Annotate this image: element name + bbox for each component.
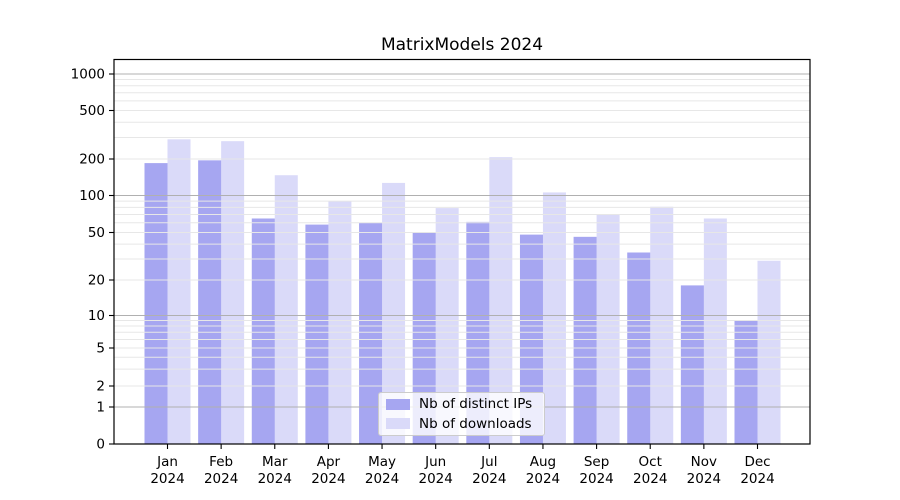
- x-tick-label-year: 2024: [526, 471, 560, 487]
- bar-ips-3: [305, 224, 329, 444]
- x-tick-label-month: May: [368, 454, 396, 470]
- x-tick-label-month: Mar: [262, 454, 288, 470]
- x-tick-label-year: 2024: [633, 471, 667, 487]
- x-tick-label-year: 2024: [419, 471, 453, 487]
- x-tick-label-year: 2024: [311, 471, 345, 487]
- x-tick-label-year: 2024: [740, 471, 774, 487]
- bar-ips-2: [251, 218, 275, 444]
- bar-ips-0: [144, 163, 168, 444]
- chart-title: MatrixModels 2024: [380, 35, 544, 55]
- x-tick-label-month: Apr: [317, 454, 341, 470]
- y-tick-label: 20: [88, 273, 105, 289]
- y-tick-label: 1: [96, 400, 105, 416]
- bar-downloads-4: [382, 182, 406, 444]
- bar-ips-5: [412, 232, 436, 444]
- bar-ips-6: [466, 221, 490, 444]
- x-tick-label-year: 2024: [579, 471, 613, 487]
- legend-label: Nb of downloads: [419, 415, 532, 432]
- legend-label: Nb of distinct IPs: [419, 396, 533, 413]
- bar-downloads-9: [650, 206, 674, 444]
- legend-item-distinct-ips: Nb of distinct IPs: [386, 396, 544, 412]
- bar-downloads-11: [757, 260, 781, 444]
- x-tick-label-year: 2024: [204, 471, 238, 487]
- x-tick-label-month: Oct: [639, 454, 662, 470]
- legend-swatch-dark-icon: [386, 399, 410, 410]
- bar-downloads-8: [596, 214, 620, 444]
- x-tick-label-month: Nov: [691, 454, 717, 470]
- bar-downloads-1: [221, 141, 245, 445]
- bar-ips-4: [359, 222, 383, 444]
- y-tick-label: 2: [96, 379, 105, 395]
- bar-downloads-2: [274, 175, 298, 444]
- x-tick-label-year: 2024: [258, 471, 292, 487]
- bar-ips-11: [734, 320, 758, 444]
- y-tick-label: 100: [79, 188, 105, 204]
- bar-downloads-0: [167, 139, 191, 445]
- x-tick-label-year: 2024: [472, 471, 506, 487]
- legend-item-downloads: Nb of downloads: [386, 416, 544, 432]
- y-tick-label: 50: [88, 225, 105, 241]
- legend: Nb of distinct IPs Nb of downloads: [378, 392, 545, 436]
- y-tick-label: 200: [79, 152, 105, 168]
- x-tick-label-month: Aug: [530, 454, 556, 470]
- plot-frame: [113, 58, 811, 445]
- y-tick-label: 5: [96, 341, 105, 357]
- bar-ips-8: [573, 236, 597, 444]
- x-tick-label-month: Jan: [156, 454, 178, 470]
- y-tick-label: 1000: [71, 67, 105, 83]
- bar-downloads-6: [489, 157, 513, 444]
- x-tick-label-month: Jun: [424, 454, 446, 470]
- x-tick-label-year: 2024: [150, 471, 184, 487]
- bar-downloads-3: [328, 201, 352, 444]
- bar-ips-10: [680, 285, 704, 444]
- bar-downloads-10: [703, 218, 727, 444]
- bar-ips-1: [198, 160, 222, 444]
- x-tick-label-month: Dec: [744, 454, 770, 470]
- y-tick-label: 500: [79, 103, 105, 119]
- x-tick-label-year: 2024: [365, 471, 399, 487]
- legend-swatch-light-icon: [386, 418, 410, 429]
- bar-downloads-7: [542, 192, 566, 444]
- x-tick-label-month: Sep: [584, 454, 609, 470]
- x-tick-label-month: Feb: [209, 454, 233, 470]
- x-tick-label-year: 2024: [687, 471, 721, 487]
- x-tick-label-month: Jul: [480, 454, 497, 470]
- y-tick-label: 10: [88, 308, 105, 324]
- y-tick-label: 0: [96, 437, 105, 453]
